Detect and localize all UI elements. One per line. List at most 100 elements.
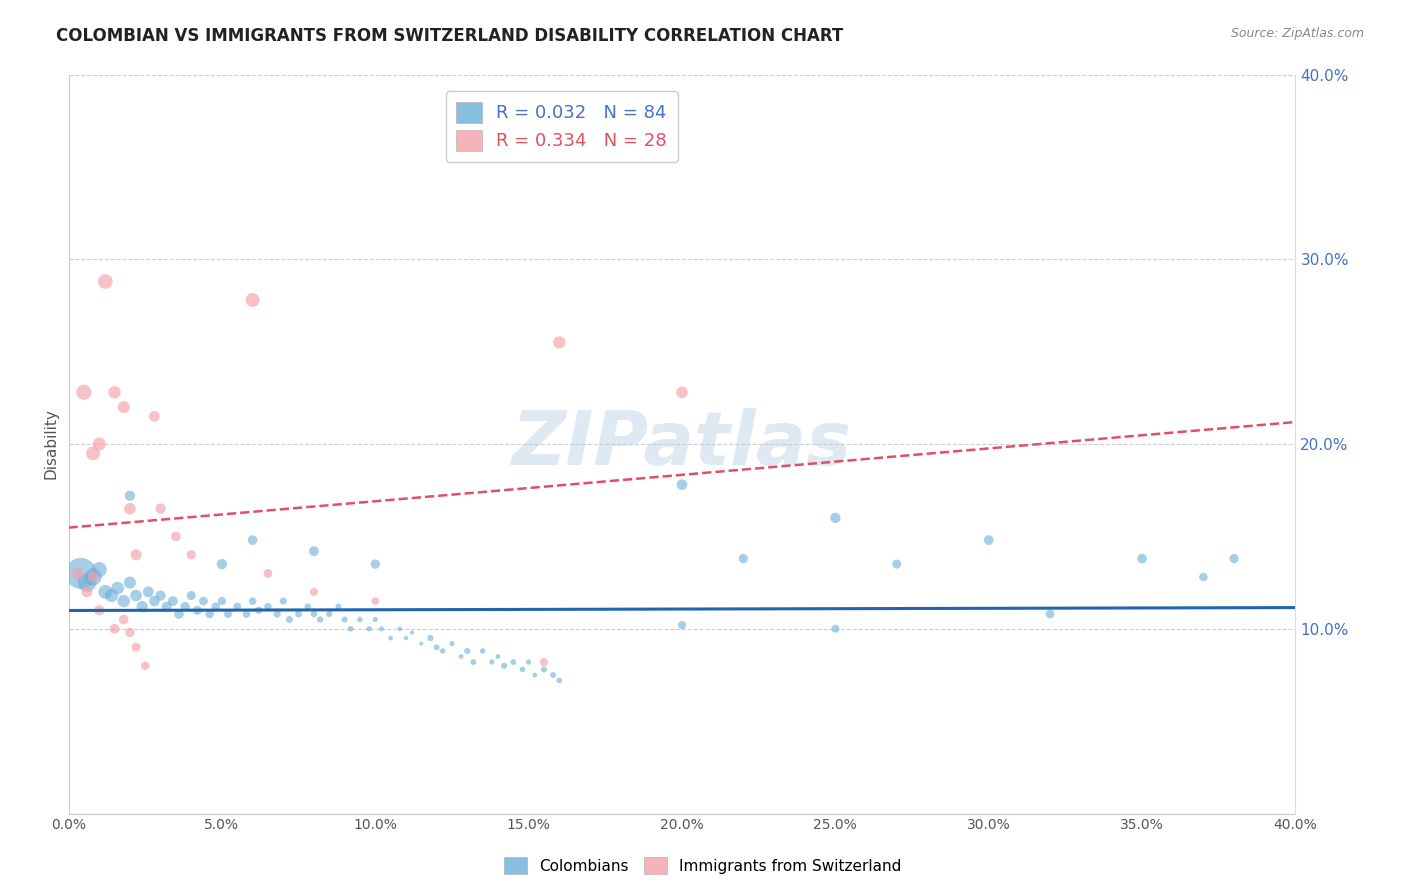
Point xyxy=(494,658,516,673)
Point xyxy=(432,644,454,658)
Point xyxy=(388,622,411,636)
Text: ZIPatlas: ZIPatlas xyxy=(512,408,852,481)
Point xyxy=(66,566,89,581)
Point xyxy=(426,640,449,655)
Point xyxy=(103,622,125,636)
Point xyxy=(76,584,98,599)
Point xyxy=(136,584,159,599)
Point xyxy=(174,599,197,614)
Point xyxy=(671,385,693,400)
Point xyxy=(824,511,846,525)
Point xyxy=(380,631,402,645)
Point xyxy=(481,655,503,669)
Point xyxy=(112,594,135,608)
Point xyxy=(533,662,555,676)
Point xyxy=(125,548,148,562)
Point xyxy=(143,594,166,608)
Point xyxy=(287,607,309,621)
Point xyxy=(112,613,135,627)
Point xyxy=(82,446,104,460)
Point xyxy=(349,613,371,627)
Point xyxy=(486,649,509,664)
Point xyxy=(370,622,392,636)
Point xyxy=(143,409,166,424)
Point xyxy=(186,603,208,617)
Point xyxy=(134,658,156,673)
Point xyxy=(302,544,325,558)
Point xyxy=(118,501,141,516)
Point xyxy=(440,636,463,650)
Point xyxy=(82,570,104,584)
Point xyxy=(463,655,485,669)
Point xyxy=(118,489,141,503)
Point xyxy=(217,607,239,621)
Point xyxy=(69,566,91,581)
Point xyxy=(309,613,332,627)
Point xyxy=(302,584,325,599)
Point xyxy=(548,673,571,688)
Legend: Colombians, Immigrants from Switzerland: Colombians, Immigrants from Switzerland xyxy=(498,851,908,880)
Point xyxy=(247,603,270,617)
Point xyxy=(76,575,98,590)
Point xyxy=(94,275,117,289)
Point xyxy=(242,594,264,608)
Point xyxy=(266,607,288,621)
Point xyxy=(395,631,418,645)
Point xyxy=(149,501,172,516)
Point xyxy=(125,589,148,603)
Point xyxy=(89,437,111,451)
Point xyxy=(94,584,117,599)
Point xyxy=(149,589,172,603)
Point xyxy=(73,385,96,400)
Point xyxy=(156,599,179,614)
Point xyxy=(419,631,441,645)
Point xyxy=(180,548,202,562)
Y-axis label: Disability: Disability xyxy=(44,409,58,480)
Point xyxy=(271,594,294,608)
Point xyxy=(328,599,350,614)
Point xyxy=(242,533,264,547)
Point xyxy=(118,575,141,590)
Point xyxy=(257,566,280,581)
Point xyxy=(82,570,104,584)
Point xyxy=(211,594,233,608)
Point xyxy=(112,400,135,414)
Point xyxy=(242,293,264,307)
Point xyxy=(257,599,280,614)
Point xyxy=(517,655,540,669)
Point xyxy=(297,599,319,614)
Point xyxy=(411,636,433,650)
Point xyxy=(235,607,257,621)
Point xyxy=(502,655,524,669)
Point xyxy=(886,557,908,571)
Point xyxy=(548,335,571,350)
Point xyxy=(333,613,356,627)
Point xyxy=(89,563,111,577)
Point xyxy=(100,589,122,603)
Point xyxy=(533,655,555,669)
Point xyxy=(401,625,423,640)
Point xyxy=(167,607,190,621)
Point xyxy=(1130,551,1153,566)
Point xyxy=(1192,570,1215,584)
Point xyxy=(162,594,184,608)
Legend: R = 0.032   N = 84, R = 0.334   N = 28: R = 0.032 N = 84, R = 0.334 N = 28 xyxy=(446,91,678,161)
Point xyxy=(318,607,340,621)
Point xyxy=(364,594,387,608)
Point xyxy=(512,662,534,676)
Point xyxy=(103,385,125,400)
Point xyxy=(671,618,693,632)
Point xyxy=(302,607,325,621)
Point xyxy=(339,622,361,636)
Point xyxy=(541,668,564,682)
Point xyxy=(1039,607,1062,621)
Point xyxy=(193,594,215,608)
Point xyxy=(198,607,221,621)
Point xyxy=(523,668,546,682)
Point xyxy=(471,644,494,658)
Point xyxy=(204,599,226,614)
Point xyxy=(107,581,129,595)
Point xyxy=(165,529,187,543)
Point xyxy=(211,557,233,571)
Text: COLOMBIAN VS IMMIGRANTS FROM SWITZERLAND DISABILITY CORRELATION CHART: COLOMBIAN VS IMMIGRANTS FROM SWITZERLAND… xyxy=(56,27,844,45)
